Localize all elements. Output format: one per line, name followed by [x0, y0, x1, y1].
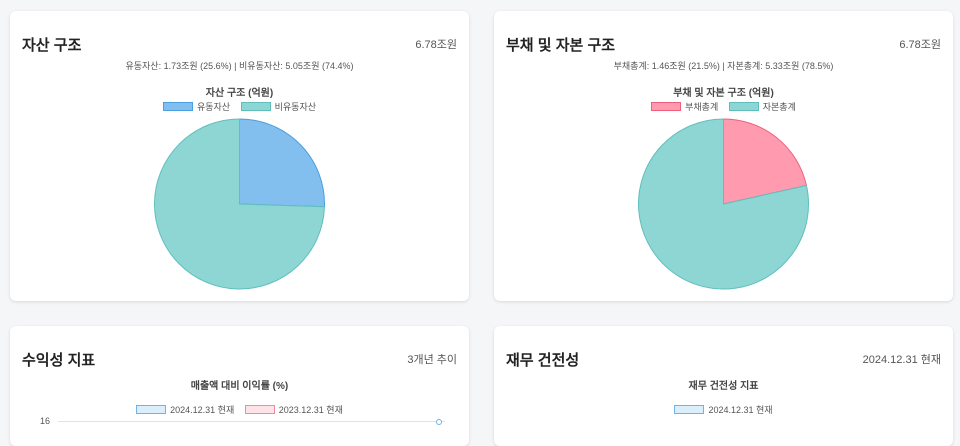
- plot-area-top: [58, 421, 445, 422]
- legend-swatch: [244, 405, 275, 414]
- legend-swatch: [162, 102, 193, 111]
- asset-total: 6.78조원: [415, 39, 457, 51]
- legend-label: 2024.12.31 현재: [170, 405, 235, 415]
- soundness-date: 2024.12.31 현재: [862, 354, 941, 366]
- asset-chart-title: 자산 구조 (억원): [205, 88, 274, 99]
- legend-label: 부채총계: [685, 102, 719, 112]
- legend-item-2024[interactable]: 2024.12.31 현재: [674, 403, 773, 416]
- liability-summary: 부채총계: 1.46조원 (21.5%) | 자본총계: 5.33조원 (78.…: [613, 61, 834, 71]
- liability-card-title: 부채 및 자본 구조: [506, 37, 616, 54]
- asset-pie-chart: [154, 118, 325, 290]
- legend-item-equity[interactable]: 자본총계: [728, 100, 796, 113]
- profitability-card-title: 수익성 지표: [22, 352, 96, 369]
- pie-slice-2[interactable]: [154, 118, 325, 290]
- legend-item-noncurrent-assets[interactable]: 비유동자산: [240, 100, 317, 113]
- legend-swatch: [728, 102, 759, 111]
- profit-legend: 2024.12.31 현재 2023.12.31 현재: [10, 403, 469, 416]
- soundness-card-title: 재무 건전성: [506, 352, 580, 369]
- soundness-chart-title: 재무 건전성 지표: [688, 381, 759, 392]
- series-point-marker: [436, 419, 442, 425]
- legend-label: 2024.12.31 현재: [708, 405, 773, 415]
- asset-summary: 유동자산: 1.73조원 (25.6%) | 비유동자산: 5.05조원 (74…: [125, 61, 354, 71]
- pie-slice-2[interactable]: [638, 118, 809, 290]
- liability-structure-card: 부채 및 자본 구조 6.78조원 부채총계: 1.46조원 (21.5%) |…: [494, 11, 953, 301]
- legend-swatch: [136, 405, 167, 414]
- legend-swatch: [674, 405, 705, 414]
- legend-item-current-assets[interactable]: 유동자산: [162, 100, 231, 113]
- asset-structure-card: 자산 구조 6.78조원 유동자산: 1.73조원 (25.6%) | 비유동자…: [10, 11, 469, 301]
- legend-item-liabilities[interactable]: 부채총계: [651, 100, 718, 113]
- y-tick-label: 16: [40, 416, 51, 426]
- profitability-period: 3개년 추이: [407, 354, 457, 366]
- legend-label: 유동자산: [196, 102, 231, 112]
- soundness-card: 재무 건전성 2024.12.31 현재 재무 건전성 지표 2024.12.3…: [494, 326, 953, 446]
- pie-slice-1[interactable]: [723, 118, 808, 205]
- liability-total: 6.78조원: [899, 39, 941, 51]
- legend-swatch: [240, 102, 271, 111]
- soundness-legend: 2024.12.31 현재: [494, 403, 953, 416]
- asset-card-title: 자산 구조: [22, 37, 82, 54]
- liability-chart-title: 부채 및 자본 구조 (억원): [673, 88, 774, 99]
- legend-label: 2023.12.31 현재: [278, 405, 343, 415]
- profitability-card: 수익성 지표 3개년 추이 매출액 대비 이익률 (%) 2024.12.31 …: [10, 326, 469, 446]
- pie-slice-1[interactable]: [239, 118, 325, 208]
- legend-item-2024[interactable]: 2024.12.31 현재: [136, 403, 234, 416]
- profit-chart-title: 매출액 대비 이익률 (%): [190, 381, 289, 392]
- asset-legend: 유동자산 비유동자산: [10, 100, 469, 113]
- liability-pie-chart: [638, 118, 809, 290]
- legend-item-2023[interactable]: 2023.12.31 현재: [244, 403, 343, 416]
- liability-legend: 부채총계 자본총계: [494, 100, 953, 113]
- legend-label: 자본총계: [762, 102, 796, 112]
- legend-label: 비유동자산: [274, 102, 317, 112]
- legend-swatch: [651, 102, 682, 111]
